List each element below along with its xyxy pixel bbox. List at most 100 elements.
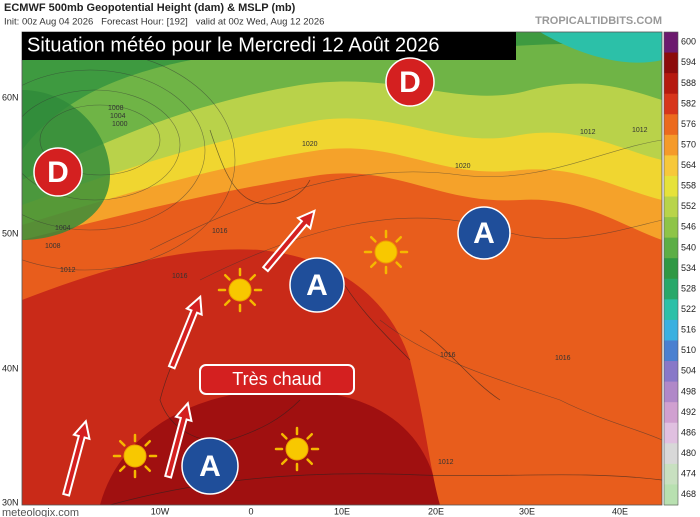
isobar-label: 1016 (212, 228, 228, 235)
colorbar: 600 594 588 582 576 570 564 558 552 546 540 534 528 5… (663, 31, 696, 506)
colorbar-label: 582 (681, 98, 696, 108)
low-label: D (47, 156, 69, 189)
isobar-label: 1016 (555, 355, 571, 362)
hot-label-box (199, 364, 355, 395)
colorbar-swatch (664, 93, 678, 115)
isobar-label: 1004 (55, 225, 71, 232)
colorbar-label: 522 (681, 304, 696, 314)
sun-icon (217, 267, 263, 313)
colorbar-label: 564 (681, 160, 696, 170)
colorbar-label: 600 (681, 37, 696, 47)
colorbar-label: 498 (681, 386, 696, 396)
lon-label: 0 (248, 506, 253, 516)
colorbar-swatch (664, 175, 678, 198)
colorbar-swatch (664, 258, 678, 280)
lat-label: 60N (2, 92, 19, 102)
colorbar-label: 486 (681, 427, 696, 437)
low-pressure (385, 57, 435, 107)
colorbar-swatch (664, 217, 678, 239)
isobar-label: 1000 (112, 121, 128, 128)
low-label: D (399, 66, 421, 99)
high-pressure (457, 206, 511, 260)
colorbar-label: 552 (681, 201, 696, 211)
footer: meteologix.com (2, 507, 79, 517)
colorbar-swatch (664, 237, 678, 259)
colorbar-label: 516 (681, 325, 696, 335)
high-label: A (306, 269, 328, 302)
source: TROPICALTIDBITS.COM (535, 15, 662, 27)
colorbar-label: 594 (681, 57, 696, 67)
colorbar-swatch (664, 196, 678, 218)
lon-label: 10W (151, 506, 170, 516)
isobar-label: 1016 (440, 352, 456, 359)
colorbar-label: 480 (681, 448, 696, 458)
colorbar-label: 504 (681, 366, 696, 376)
lat-label: 30N (2, 497, 19, 507)
isobar-label: 1012 (438, 459, 454, 466)
colorbar-swatch (664, 340, 678, 362)
isobar-label: 1016 (172, 273, 188, 280)
colorbar-swatch (664, 278, 678, 300)
overlay-title-box (22, 32, 516, 60)
high-pressure (181, 437, 239, 495)
colorbar-swatch (664, 32, 678, 54)
isobar-label: 1020 (455, 163, 471, 170)
colorbar-frame (663, 31, 679, 506)
colorbar-swatch (664, 381, 678, 403)
map: 1008 1004 1000 1004 1008 1012 1016 1016 … (22, 32, 662, 505)
band-teal (540, 32, 662, 63)
colorbar-label: 534 (681, 263, 696, 273)
lon-label: 30E (519, 506, 535, 516)
lon-label: 40E (612, 506, 628, 516)
sun-icon (274, 426, 320, 472)
colorbar-label: 468 (681, 489, 696, 499)
colorbar-label: 540 (681, 242, 696, 252)
header-title: ECMWF 500mb Geopotential Height (dam) & … (4, 2, 296, 14)
band-green (22, 32, 662, 180)
colorbar-swatch (664, 463, 678, 485)
colorbar-swatch (664, 361, 678, 383)
colorbar-swatch (664, 443, 678, 465)
colorbar-swatch (664, 134, 678, 156)
colorbar-swatch (664, 319, 678, 341)
isobar-label: 1008 (108, 105, 124, 112)
isobar-label: 1012 (632, 127, 648, 134)
colorbar-label: 510 (681, 345, 696, 355)
colorbar-label: 588 (681, 78, 696, 88)
lon-label: 10E (334, 506, 350, 516)
band-darkgreen (22, 32, 662, 150)
colorbar-swatch (664, 299, 678, 321)
colorbar-label: 546 (681, 222, 696, 232)
colorbar-swatch (664, 422, 678, 444)
colorbar-label: 528 (681, 283, 696, 293)
high-pressure (289, 257, 345, 313)
overlay-title: Situation météo pour le Mercredi 12 Août… (27, 34, 439, 56)
colorbar-swatch (664, 484, 678, 506)
isobar-label: 1012 (580, 129, 596, 136)
colorbar-label: 576 (681, 119, 696, 129)
high-label: A (199, 450, 221, 483)
hot-label: Très chaud (232, 369, 321, 389)
lat-label: 50N (2, 228, 19, 238)
colorbar-swatch (664, 155, 678, 177)
isobar-label: 1008 (45, 243, 61, 250)
high-label: A (473, 217, 495, 250)
sun-icon (363, 229, 409, 275)
low-pressure (33, 147, 83, 197)
sun-icon (112, 433, 158, 479)
isobar-label: 1012 (60, 267, 76, 274)
colorbar-swatch (664, 73, 678, 95)
colorbar-label: 474 (681, 469, 696, 479)
colorbar-label: 570 (681, 139, 696, 149)
colorbar-label: 492 (681, 407, 696, 417)
lon-label: 20E (428, 506, 444, 516)
colorbar-label: 558 (681, 181, 696, 191)
lat-label: 40N (2, 363, 19, 373)
isobar-label: 1004 (110, 113, 126, 120)
header-subtitle: Init: 00z Aug 04 2026 Forecast Hour: [19… (4, 17, 324, 28)
isobar-label: 1020 (302, 141, 318, 148)
colorbar-swatch (664, 402, 678, 424)
colorbar-swatch (664, 114, 678, 136)
colorbar-swatch (664, 52, 678, 74)
